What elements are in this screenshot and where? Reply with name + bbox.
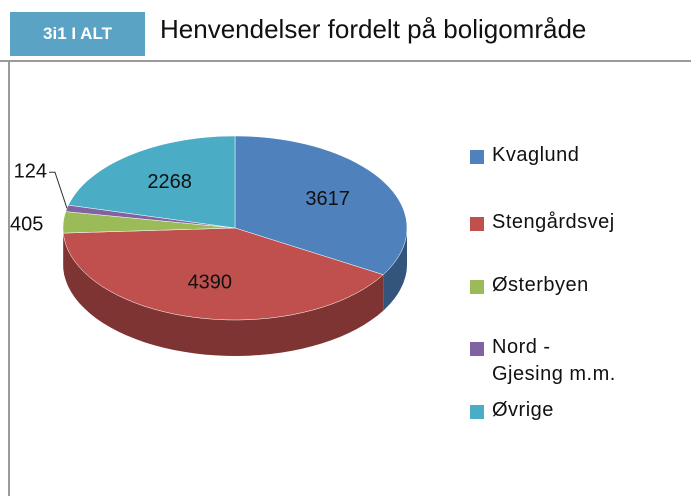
legend-item: Kvaglund (470, 144, 617, 169)
legend-label: Østerbyen (492, 274, 589, 296)
legend-item: Stengårdsvej (470, 211, 617, 236)
pie-slice (68, 135, 236, 229)
data-label: 405 (10, 214, 43, 236)
pie-slice (63, 227, 384, 321)
legend-label: Kvaglund (492, 144, 580, 166)
legend-swatch (470, 217, 484, 231)
pie-slice (234, 135, 408, 275)
pie-slice (62, 211, 236, 234)
legend-swatch (470, 342, 484, 356)
legend-swatch (470, 150, 484, 164)
legend-item: Nord - Gjesing m.m. (470, 336, 617, 388)
legend-label: Nord - Gjesing m.m. (492, 336, 616, 385)
frame-line (0, 60, 691, 62)
pie-slice-side (383, 228, 407, 311)
badge: 3i1 I ALT (10, 12, 145, 56)
data-label: 2268 (147, 171, 192, 193)
chart-title: Henvendelser fordelt på boligområde (160, 14, 587, 44)
leader-line (48, 171, 68, 209)
data-label: 4390 (188, 272, 233, 294)
legend-item: Øvrige (470, 399, 617, 424)
data-label: 124 (14, 161, 47, 183)
frame-line (8, 60, 10, 496)
legend-label: Stengårdsvej (492, 211, 615, 233)
legend-item: Østerbyen (470, 274, 617, 299)
data-label: 3617 (305, 188, 350, 210)
legend-swatch (470, 280, 484, 294)
legend-label: Øvrige (492, 399, 554, 421)
pie-slice-side (63, 233, 384, 356)
legend-swatch (470, 405, 484, 419)
